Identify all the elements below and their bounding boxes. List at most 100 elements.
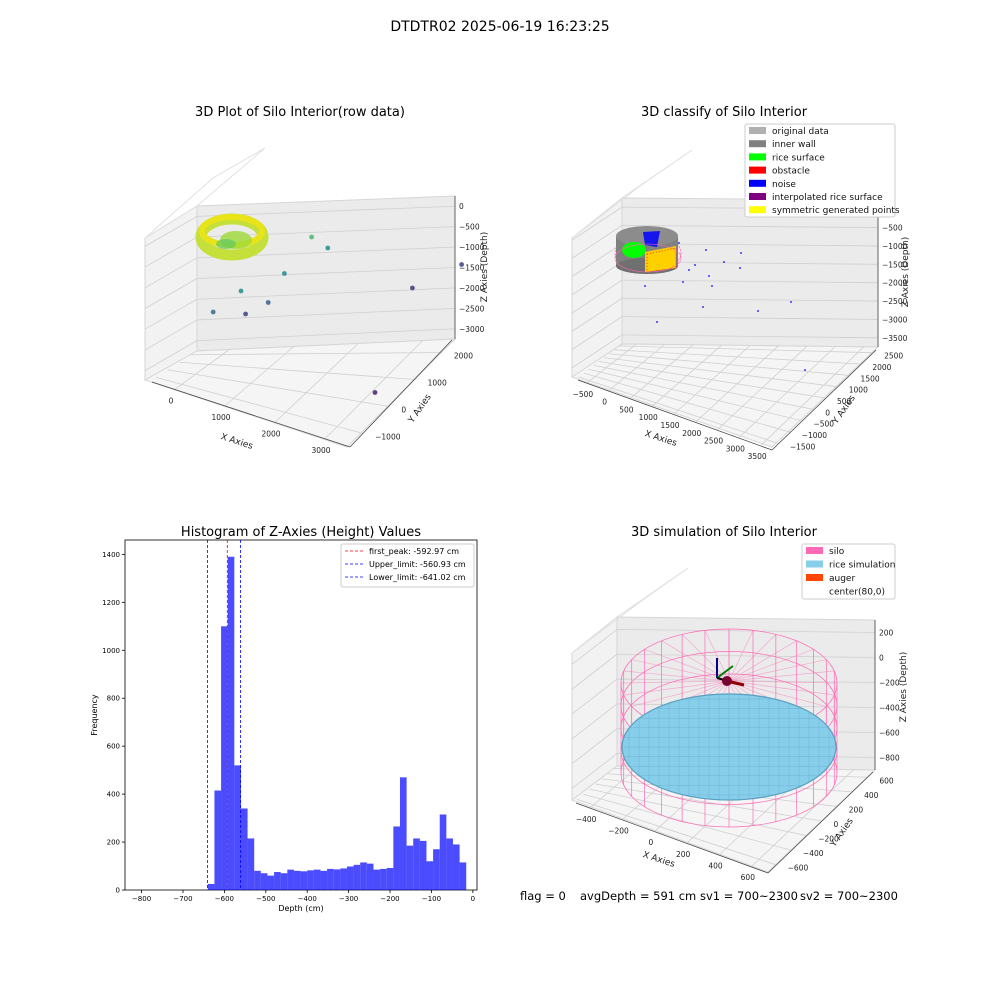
histogram-ytick-label: 1200 [102,599,120,607]
raw-floor-pane [143,338,457,448]
histogram-xtick-label: −700 [173,895,192,903]
cls-xtick-label: 3500 [748,452,767,461]
sim-xtick-label: 600 [741,873,756,882]
classify-legend-swatch [749,127,766,134]
noise-point [694,264,696,266]
raw-scatter-point [325,245,331,251]
histogram-bar [433,849,440,890]
panel-simulation-3d: 3D simulation of Silo Interior −400 −200 0… [570,525,909,882]
raw-ytick-label: 0 [401,406,406,415]
panel-raw-3d: 3D Plot of Silo Interior(row data) 0 1000… [143,105,490,455]
classify-zlabel: Z Axies (Depth) [901,237,911,308]
noise-point [740,252,742,254]
noise-point [678,242,680,244]
classify-legend-label: interpolated rice surface [772,193,883,203]
histogram-bar [360,862,367,890]
cls-ztick-label: −3500 [882,334,908,343]
sim-xtick-label: 200 [676,850,691,859]
histogram-xtick-label: 0 [471,895,475,903]
histogram-bar [452,844,460,890]
cls-ztick-label: −1000 [882,242,908,251]
classify-silo-cluster [614,226,682,274]
histogram-bar [439,814,447,890]
status-line: flag = 0 avgDepth = 591 cm sv1 = 700~230… [520,889,898,903]
panel-classify-3d: 3D classify of Silo Interior −500 0 500 100… [570,105,911,461]
noise-point [757,310,759,312]
raw-scatter-point [265,300,271,305]
histogram-ytick-label: 1000 [102,647,120,655]
simulation-legend-swatch [806,587,823,595]
histogram-bar [254,870,261,890]
histogram-ytick-label: 400 [107,791,120,799]
histogram-bar [459,862,467,890]
histogram-plot-frame [124,539,478,891]
histogram-ytick-label: 0 [116,887,120,895]
histogram-bar [260,873,268,890]
cls-ztick-label: −500 [882,224,903,233]
histogram-bar [227,556,235,890]
histogram-bars [207,556,467,890]
histogram-ytick-label: 600 [107,743,120,751]
histogram-ylabel: Frequency [90,694,99,736]
cls-ytick-label: 1000 [849,386,868,395]
histogram-bar [327,868,334,890]
cls-xtick-label: 2500 [704,437,723,446]
histogram-xtick-label: −300 [339,895,358,903]
cls-xtick-label: 0 [602,398,607,407]
histogram-legend-label: Upper_limit: -560.93 cm [369,560,466,569]
raw-xtick-label: 3000 [311,446,330,455]
noise-point [723,261,725,263]
histogram-bar [320,870,328,890]
simulation-legend-label: center(80,0) [829,588,885,598]
sim-ztick-label: 0 [879,654,884,663]
histogram-ytick-label: 1400 [102,551,120,559]
panel-classify-3d-title: 3D classify of Silo Interior [641,105,808,120]
histogram-bar [413,838,420,890]
histogram-xtick-label: −400 [298,895,317,903]
histogram-bar [346,866,354,890]
sim-ztick-label: −800 [879,754,900,763]
classify-legend-label: original data [772,127,829,137]
histogram-bar [393,826,400,890]
histogram-bar [287,869,294,890]
histogram-bar [313,869,321,890]
auger-center-marker [722,676,732,686]
sim-ytick-label: −600 [788,864,809,873]
noise-point [804,369,806,371]
raw-scatter-points [210,234,464,395]
histogram-ytick-label: 800 [107,695,120,703]
sim-ytick-label: 200 [849,805,864,814]
raw-xtick-label: 0 [169,396,174,405]
noise-point [644,285,646,287]
histogram-bar [293,870,301,890]
histogram-title: Histogram of Z-Axies (Height) Values [181,525,421,540]
raw-ztick-label: −1000 [459,243,485,252]
noise-point [688,269,690,271]
classify-legend: original data inner wall rice surface obsta… [744,123,900,218]
histogram-bar [340,868,347,890]
cls-xtick-label: 2000 [682,429,701,438]
simulation-legend-swatch [806,574,823,581]
cls-ytick-label: −500 [813,420,834,429]
histogram-bar [406,845,414,890]
sim-ztick-label: −200 [879,679,900,688]
status-sv1: sv1 = 700~2300 [700,889,798,903]
raw-scatter-point [282,271,287,276]
histogram-bar [419,840,427,890]
raw-ytick-label: 1000 [428,379,447,388]
histogram-legend-label: Lower_limit: -641.02 cm [369,573,466,582]
histogram-bar [373,869,381,890]
raw-ztick-label: 0 [459,202,464,211]
sim-ytick-label: −200 [818,835,839,844]
histogram-bar [267,875,275,890]
raw-scatter-point [372,390,378,395]
noise-point [656,321,658,323]
classify-legend-swatch [749,166,766,174]
simulation-legend-label: auger [829,574,855,584]
simulation-legend-label: rice simulation [829,561,895,571]
noise-point [682,281,684,283]
classify-legend-swatch [749,206,766,214]
raw-ztick-label: −1500 [459,264,485,273]
classify-noise-points [644,242,806,371]
histogram-bar [386,867,394,890]
